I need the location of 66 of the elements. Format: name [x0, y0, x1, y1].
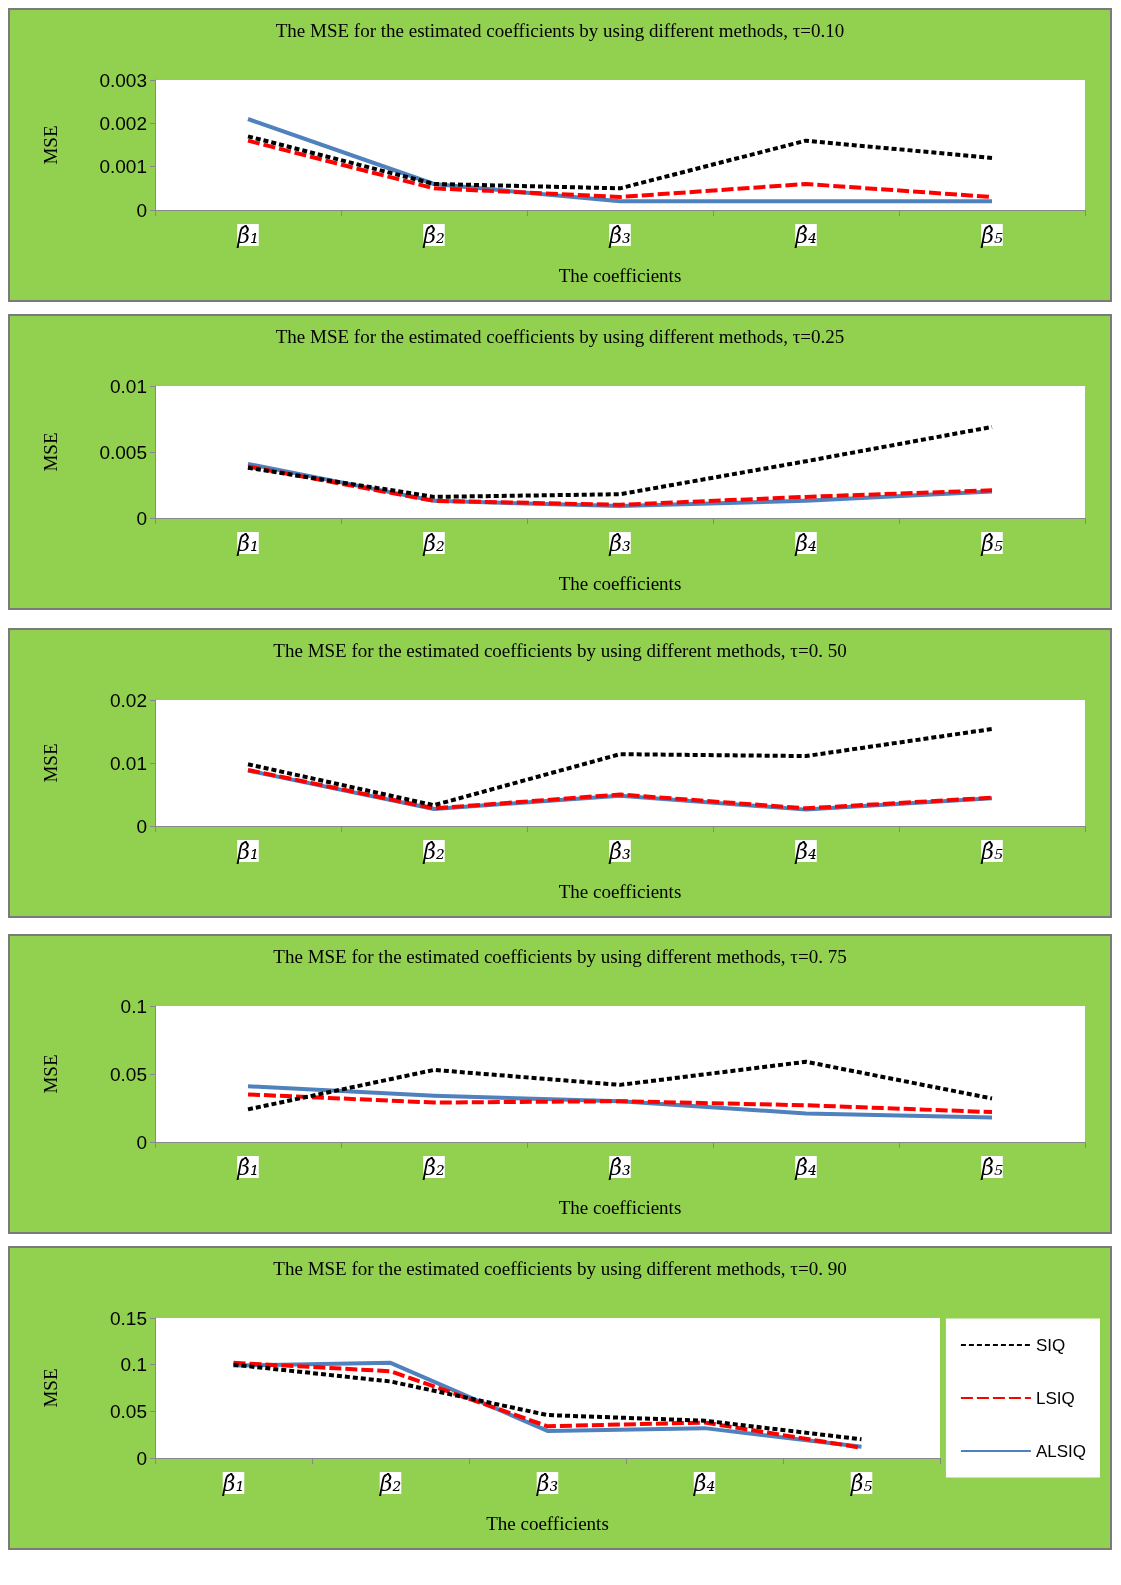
x-axis-title: The coefficients	[558, 265, 682, 286]
y-tick-label: 0.05	[110, 1400, 147, 1422]
y-tick-label: 0.15	[110, 1307, 147, 1329]
x-tick-label: β̂₃	[608, 222, 631, 248]
x-tick-label: β̂₅	[849, 1470, 873, 1496]
x-tick-label: β̂₄	[692, 1470, 716, 1496]
y-tick-label: 0.1	[120, 995, 147, 1017]
x-tick-label: β̂₃	[608, 530, 631, 556]
x-tick-label: β̂₁	[236, 838, 259, 864]
y-tick-label: 0.1	[120, 1354, 147, 1376]
x-tick-label: β̂₅	[980, 530, 1003, 556]
x-tick-label: β̂₁	[236, 222, 259, 248]
x-tick-label: β̂₃	[535, 1470, 559, 1496]
x-axis-title: The coefficients	[558, 573, 682, 594]
x-tick-label: β̂₂	[422, 222, 445, 248]
x-tick-label: β̂₄	[794, 222, 817, 248]
y-axis-title: MSE	[40, 432, 61, 472]
y-tick-label: 0.003	[99, 69, 147, 91]
line-series	[246, 424, 994, 499]
line-series	[246, 1059, 994, 1112]
x-tick-label: β̂₃	[608, 838, 631, 864]
y-tick-label: 0	[136, 507, 147, 529]
x-tick-label: β̂₄	[794, 1154, 817, 1180]
x-tick-label: β̂₂	[422, 1154, 445, 1180]
chart-title: The MSE for the estimated coefficients by using different methods, τ=0.25	[275, 326, 845, 347]
legend-label: LSIQ	[1035, 1388, 1075, 1408]
y-axis-title: MSE	[40, 125, 61, 165]
legend-label: ALSIQ	[1035, 1441, 1087, 1461]
y-tick-label: 0.01	[110, 375, 147, 397]
chart-title: The MSE for the estimated coefficients by using different methods, τ=0.10	[275, 20, 845, 41]
x-tick-label: β̂₁	[236, 530, 259, 556]
y-tick-label: 0	[136, 1131, 147, 1153]
x-tick-label: β̂₁	[236, 1154, 259, 1180]
y-axis-title: MSE	[40, 743, 61, 783]
x-tick-label: β̂₂	[422, 530, 445, 556]
x-tick-label: β̂₅	[980, 222, 1003, 248]
line-series	[246, 134, 994, 191]
y-tick-label: 0.005	[99, 441, 147, 463]
x-axis-title: The coefficients	[558, 881, 682, 902]
x-tick-label: β̂₄	[794, 530, 817, 556]
x-tick-label: β̂₃	[608, 1154, 631, 1180]
chart-title: The MSE for the estimated coefficients by using different methods, τ=0. 50	[273, 640, 847, 661]
x-tick-label: β̂₅	[980, 838, 1003, 864]
line-series	[246, 1092, 994, 1115]
line-series	[246, 726, 994, 808]
legend-label: SIQ	[1035, 1335, 1066, 1355]
y-tick-label: 0	[136, 199, 147, 221]
chart-title: The MSE for the estimated coefficients by using different methods, τ=0. 75	[273, 946, 847, 967]
line-series	[246, 1084, 994, 1120]
y-axis-title: MSE	[40, 1368, 61, 1408]
x-tick-label: β̂₅	[980, 1154, 1003, 1180]
x-tick-label: β̂₂	[378, 1470, 402, 1496]
y-tick-label: 0.05	[110, 1063, 147, 1085]
y-tick-label: 0	[136, 815, 147, 837]
x-tick-label: β̂₂	[422, 838, 445, 864]
chart-title: The MSE for the estimated coefficients by using different methods, τ=0. 90	[273, 1258, 847, 1279]
x-axis-title: The coefficients	[558, 1197, 682, 1218]
x-tick-label: β̂₄	[794, 838, 817, 864]
y-tick-label: 0.002	[99, 112, 147, 134]
y-tick-label: 0.01	[110, 752, 147, 774]
y-axis-title: MSE	[40, 1054, 61, 1094]
y-tick-label: 0.001	[99, 156, 147, 178]
x-axis-title: The coefficients	[486, 1513, 609, 1534]
y-tick-label: 0	[136, 1447, 147, 1469]
y-tick-label: 0.02	[110, 689, 147, 711]
x-tick-label: β̂₁	[221, 1470, 245, 1496]
